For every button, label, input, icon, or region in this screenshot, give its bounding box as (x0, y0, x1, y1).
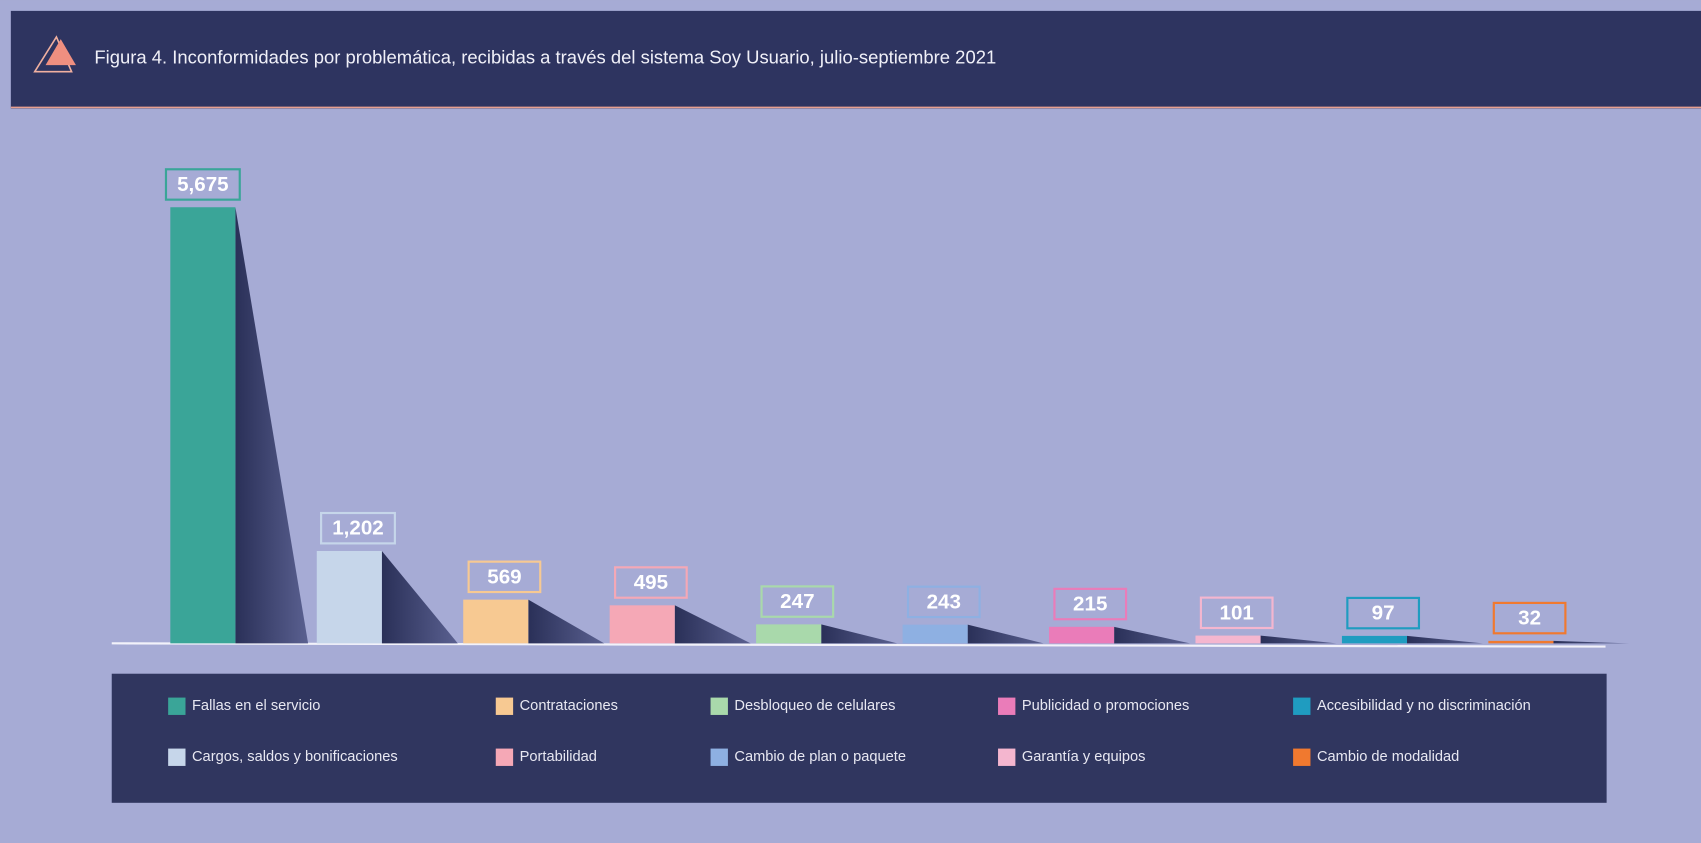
value-label-box (467, 560, 542, 594)
bar-shadow (235, 207, 309, 644)
bar-shadow (381, 550, 458, 644)
value-label: 32 (1518, 607, 1541, 630)
value-label-box (320, 511, 396, 545)
legend-swatch (168, 748, 186, 766)
legend-label: Accesibilidad y no discriminación (1317, 698, 1531, 714)
legend-label: Cambio de modalidad (1317, 749, 1459, 765)
legend-swatch (1293, 748, 1311, 766)
value-label-box (1346, 596, 1421, 630)
bar (316, 550, 382, 644)
legend-swatch (168, 697, 186, 715)
bar (756, 624, 822, 644)
bar-shadow (1260, 635, 1337, 644)
baseline (111, 642, 1606, 648)
chart-title: Figura 4. Inconformidades por problemáti… (94, 47, 996, 68)
value-label: 495 (634, 571, 668, 594)
bar (1195, 635, 1261, 644)
legend-label: Fallas en el servicio (192, 698, 320, 714)
value-label: 101 (1220, 601, 1254, 624)
value-label-box (614, 566, 688, 599)
legend-swatch (710, 748, 728, 766)
value-label: 569 (487, 565, 521, 588)
value-label: 97 (1372, 602, 1395, 625)
legend-swatch (495, 697, 514, 715)
bar-shadow (674, 605, 751, 644)
legend-label: Contrataciones (520, 698, 618, 714)
legend-label: Desbloqueo de celulares (734, 698, 895, 714)
legend-swatch (998, 697, 1016, 715)
bar (1488, 640, 1554, 644)
legend-label: Publicidad o promociones (1022, 698, 1189, 714)
value-label-box (760, 585, 835, 618)
value-label: 247 (780, 590, 814, 613)
legend-swatch (1293, 697, 1311, 715)
legend-label: Cargos, saldos y bonificaciones (192, 749, 398, 765)
bar-shadow (528, 599, 605, 644)
value-label-box (1492, 601, 1567, 635)
value-label-box (164, 168, 241, 201)
header (10, 10, 1701, 109)
legend-label: Garantía y equipos (1022, 749, 1146, 765)
value-label: 5,675 (177, 173, 229, 196)
legend-swatch (998, 748, 1016, 766)
legend-label: Portabilidad (520, 749, 597, 765)
value-label-box (1053, 587, 1128, 621)
value-label: 215 (1073, 593, 1107, 616)
legend-swatch (495, 748, 514, 766)
value-label: 1,202 (332, 517, 384, 540)
icon (45, 39, 76, 66)
value-label: 243 (927, 590, 961, 613)
bar-shadow (1407, 635, 1483, 644)
bar (902, 624, 968, 644)
bar (1341, 635, 1408, 644)
legend-label: Cambio de plan o paquete (734, 749, 906, 765)
bar (1049, 626, 1115, 644)
bar (609, 605, 675, 644)
value-label-box (906, 585, 981, 619)
bar (463, 599, 529, 644)
legend-swatch (710, 697, 728, 715)
bar-shadow (1553, 640, 1630, 644)
value-label-box (1199, 596, 1274, 630)
bar (170, 207, 236, 644)
legend (111, 673, 1607, 803)
